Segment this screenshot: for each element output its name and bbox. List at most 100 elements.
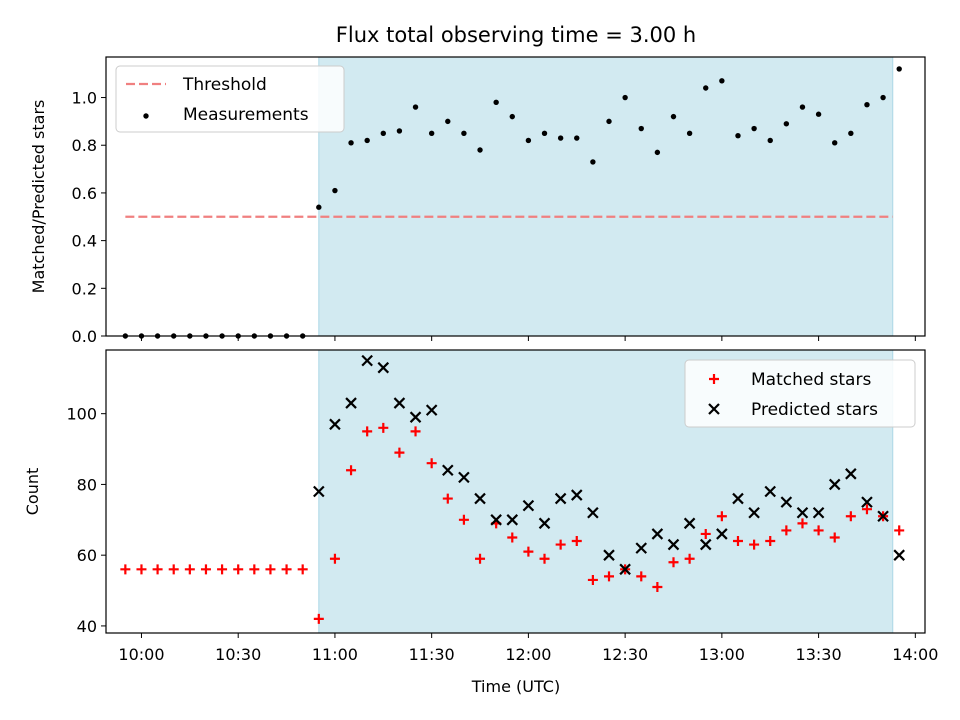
y-tick-label: 0.8 [72, 136, 97, 155]
x-tick-label: 10:00 [118, 645, 164, 664]
predicted-star-point [796, 506, 809, 519]
x-tick-label: 10:30 [215, 645, 261, 664]
x-tick-label: 12:30 [602, 645, 648, 664]
y-tick-label: 0.6 [72, 184, 97, 203]
legend: Matched stars Predicted stars [684, 359, 916, 428]
matched-star-point [813, 525, 824, 536]
matched-star-point [249, 564, 260, 575]
x-tick-label: 13:00 [699, 645, 745, 664]
measurement-point [703, 85, 709, 91]
measurement-point [783, 121, 790, 127]
predicted-star-point [651, 528, 664, 540]
measurement-point [477, 147, 483, 153]
legend-predicted-swatch [708, 403, 720, 415]
predicted-star-point [554, 492, 567, 505]
x-tick-label: 13:30 [796, 645, 842, 664]
matched-star-point [539, 553, 550, 564]
measurement-point [767, 137, 773, 144]
matched-star-point [861, 504, 872, 515]
legend-label-threshold: Threshold [182, 75, 267, 95]
predicted-star-point [667, 538, 680, 551]
measurement-point [896, 66, 902, 72]
measurement-point [380, 130, 386, 137]
measurement-point [719, 78, 725, 84]
matched-star-point [555, 539, 566, 550]
measurement-point [428, 130, 435, 137]
top-plot: 0.0 0.2 0.4 0.6 0.8 1.0 Matched/Predicted star… [29, 56, 926, 346]
predicted-star-point [893, 549, 905, 561]
measurement-point [348, 140, 354, 146]
predicted-star-point [587, 506, 599, 519]
matched-star-point [394, 447, 405, 458]
matched-star-point [120, 564, 131, 575]
matched-star-point [716, 511, 727, 522]
matched-star-point [523, 546, 534, 557]
measurement-point [848, 130, 854, 137]
legend: Threshold Measurements [115, 65, 345, 133]
x-tick-label: 11:30 [409, 645, 455, 664]
predicted-star-point [458, 471, 470, 484]
matched-star-point [313, 613, 324, 624]
x-tick-label: 11:00 [312, 645, 358, 664]
predicted-star-point [506, 514, 519, 526]
predicted-star-point [716, 528, 728, 540]
measurement-point [445, 118, 451, 125]
predicted-star-point [329, 418, 341, 431]
measurement-point [686, 130, 693, 137]
predicted-star-point [828, 478, 841, 491]
y-tick-label: 0.2 [72, 279, 97, 298]
predicted-star-point [861, 496, 873, 508]
axes-frame [105, 349, 926, 634]
predicted-star-point [764, 485, 777, 498]
matched-star-point [200, 564, 211, 575]
measurement-point [751, 125, 757, 132]
matched-star-point [297, 564, 308, 575]
matched-star-point [426, 458, 437, 469]
predicted-star-point [393, 397, 406, 409]
predicted-star-point [732, 492, 744, 505]
legend-label-matched: Matched stars [751, 370, 871, 390]
measurement-point [316, 204, 322, 210]
measurement-point [557, 135, 564, 141]
predicted-star-point [748, 506, 760, 519]
matched-star-point [265, 564, 276, 575]
matched-star-point [378, 422, 389, 433]
measurement-point [574, 135, 580, 141]
predicted-star-point [780, 496, 793, 508]
predicted-star-point [345, 397, 357, 409]
matched-star-point [636, 571, 647, 582]
matched-star-point [184, 564, 195, 575]
measurement-point [815, 111, 822, 117]
matched-star-point [458, 514, 469, 525]
matched-star-point [281, 564, 292, 575]
matched-star-point [684, 553, 695, 564]
matched-star-point [668, 557, 679, 568]
predicted-star-point [570, 489, 583, 501]
matched-star-point [797, 518, 808, 529]
matched-star-point [475, 553, 486, 564]
matched-star-point [168, 564, 179, 575]
predicted-star-point [313, 485, 325, 498]
matched-star-point [700, 528, 711, 539]
matched-star-point [571, 536, 582, 547]
matched-star-point [217, 564, 228, 575]
measurement-point [412, 104, 419, 110]
measurement-point [364, 137, 370, 144]
measurement-point [654, 149, 661, 156]
predicted-star-point [812, 506, 825, 519]
matched-star-point [732, 536, 743, 547]
matched-star-point [410, 426, 421, 437]
bottom-plot: 40 60 80 100 10:00 10:30 11:00 11:30 12:00 12:30 1… [23, 349, 938, 664]
predicted-star-point [409, 411, 422, 423]
matched-star-point [442, 493, 453, 504]
y-tick-label: 60 [77, 546, 97, 565]
matched-star-point [652, 582, 663, 593]
predicted-star-point [522, 499, 535, 512]
predicted-star-point [619, 563, 631, 576]
predicted-star-point [635, 542, 648, 554]
measurement-point [670, 113, 677, 120]
predicted-star-point [490, 514, 502, 526]
legend-box [115, 65, 345, 133]
predicted-star-point [603, 549, 615, 561]
measurement-point [799, 104, 806, 110]
